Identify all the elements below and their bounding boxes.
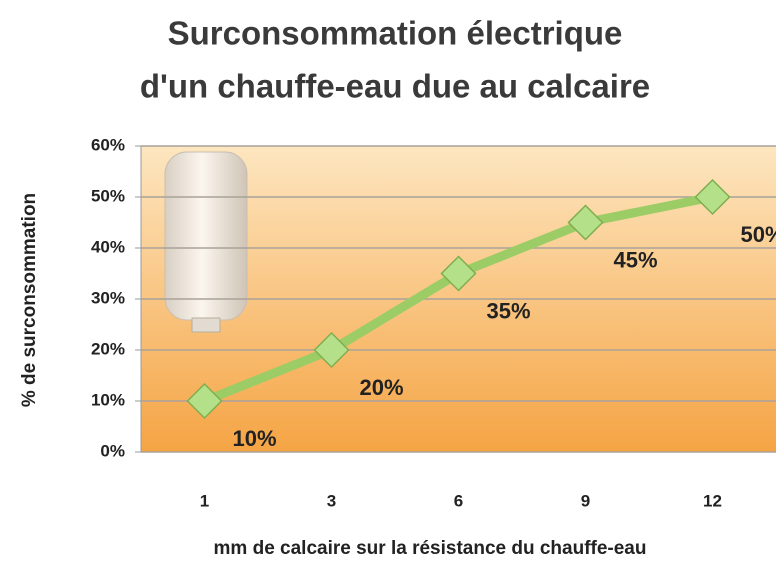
x-tick-label: 3 (327, 491, 336, 510)
y-tick-label: 0% (100, 441, 125, 460)
y-tick-label: 30% (91, 288, 125, 307)
x-tick-label: 1 (200, 491, 209, 510)
data-label: 10% (232, 426, 276, 451)
chart-title: Surconsommation électrique (168, 15, 623, 52)
chart-title: d'un chauffe-eau due au calcaire (140, 68, 650, 105)
x-axis-label: mm de calcaire sur la résistance du chau… (214, 538, 647, 559)
y-tick-label: 60% (91, 135, 125, 154)
y-tick-label: 10% (91, 390, 125, 409)
y-tick-label: 20% (91, 339, 125, 358)
y-tick-label: 40% (91, 237, 125, 256)
y-tick-label: 50% (91, 186, 125, 205)
data-label: 45% (613, 247, 657, 272)
x-tick-label: 9 (581, 491, 590, 510)
data-label: 50% (740, 222, 776, 247)
data-label: 20% (359, 375, 403, 400)
x-tick-label: 6 (454, 491, 463, 510)
data-label: 35% (486, 298, 530, 323)
chart: Surconsommation électrique d'un chauffe-… (0, 0, 776, 562)
water-heater-icon (165, 152, 247, 332)
y-axis-label: % de surconsommation (19, 193, 40, 407)
x-tick-label: 12 (703, 491, 722, 510)
